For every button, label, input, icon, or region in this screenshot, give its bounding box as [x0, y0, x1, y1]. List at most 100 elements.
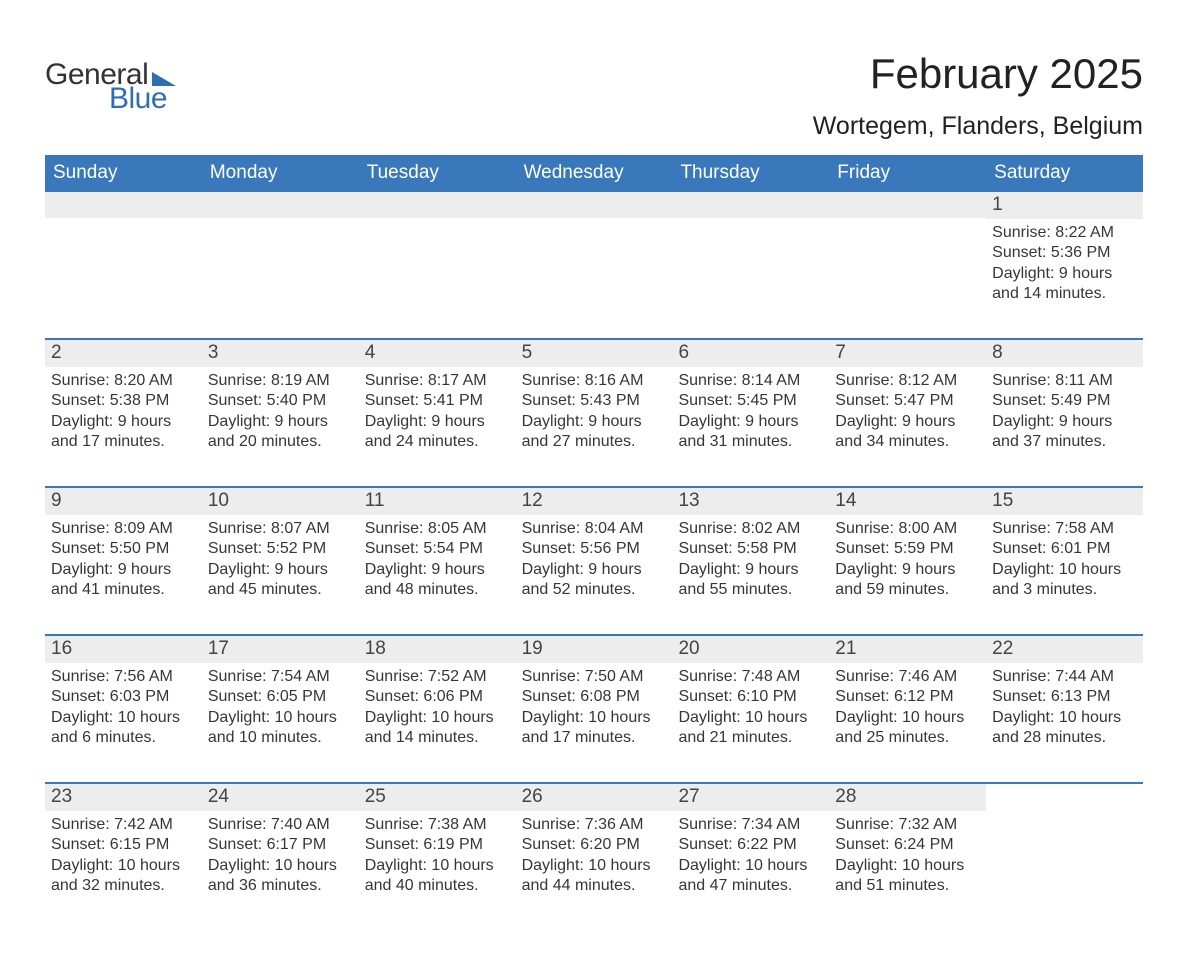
- sunrise-text: Sunrise: 7:40 AM: [208, 815, 353, 835]
- daylight-text: Daylight: 10 hours and 47 minutes.: [678, 856, 823, 897]
- daylight-text: Daylight: 9 hours and 45 minutes.: [208, 560, 353, 601]
- sunset-text: Sunset: 5:47 PM: [835, 391, 980, 411]
- sunset-text: Sunset: 5:49 PM: [992, 391, 1137, 411]
- calendar-day-cell: 3Sunrise: 8:19 AMSunset: 5:40 PMDaylight…: [202, 340, 359, 462]
- sunset-text: Sunset: 6:10 PM: [678, 687, 823, 707]
- day-details: Sunrise: 7:54 AMSunset: 6:05 PMDaylight:…: [202, 663, 359, 753]
- day-number: 28: [829, 784, 986, 811]
- calendar-day-cell: 21Sunrise: 7:46 AMSunset: 6:12 PMDayligh…: [829, 636, 986, 758]
- calendar-day-cell: 7Sunrise: 8:12 AMSunset: 5:47 PMDaylight…: [829, 340, 986, 462]
- daylight-text: Daylight: 9 hours and 14 minutes.: [992, 264, 1137, 305]
- daylight-text: Daylight: 10 hours and 6 minutes.: [51, 708, 196, 749]
- sunset-text: Sunset: 5:56 PM: [522, 539, 667, 559]
- daylight-text: Daylight: 10 hours and 51 minutes.: [835, 856, 980, 897]
- sunset-text: Sunset: 5:54 PM: [365, 539, 510, 559]
- day-details: Sunrise: 8:12 AMSunset: 5:47 PMDaylight:…: [829, 367, 986, 457]
- day-number: 20: [672, 636, 829, 663]
- day-details: Sunrise: 7:34 AMSunset: 6:22 PMDaylight:…: [672, 811, 829, 901]
- daylight-text: Daylight: 9 hours and 55 minutes.: [678, 560, 823, 601]
- day-number: 11: [359, 488, 516, 515]
- calendar-day-cell: [672, 192, 829, 314]
- title-block: February 2025 Wortegem, Flanders, Belgiu…: [813, 50, 1143, 141]
- brand-logo: General Blue: [45, 50, 176, 116]
- calendar-day-cell: 13 Sunrise: 8:02 AMSunset: 5:58 PMDayligh…: [672, 488, 829, 610]
- daylight-text: Daylight: 9 hours and 52 minutes.: [522, 560, 667, 601]
- sunset-text: Sunset: 5:40 PM: [208, 391, 353, 411]
- day-details: Sunrise: 8:14 AMSunset: 5:45 PMDaylight:…: [672, 367, 829, 457]
- day-number: 10: [202, 488, 359, 515]
- daylight-text: Daylight: 10 hours and 28 minutes.: [992, 708, 1137, 749]
- day-details: Sunrise: 7:42 AMSunset: 6:15 PMDaylight:…: [45, 811, 202, 901]
- calendar-day-cell: 12Sunrise: 8:04 AMSunset: 5:56 PMDayligh…: [516, 488, 673, 610]
- sunset-text: Sunset: 6:20 PM: [522, 835, 667, 855]
- calendar-day-cell: 4 Sunrise: 8:17 AMSunset: 5:41 PMDaylight…: [359, 340, 516, 462]
- calendar-day-cell: 9Sunrise: 8:09 AMSunset: 5:50 PMDaylight…: [45, 488, 202, 610]
- day-details: Sunrise: 7:46 AMSunset: 6:12 PMDaylight:…: [829, 663, 986, 753]
- location-subtitle: Wortegem, Flanders, Belgium: [813, 112, 1143, 141]
- empty-day-bar: [359, 192, 516, 218]
- calendar-day-cell: 2Sunrise: 8:20 AMSunset: 5:38 PMDaylight…: [45, 340, 202, 462]
- day-details: Sunrise: 7:32 AMSunset: 6:24 PMDaylight:…: [829, 811, 986, 901]
- calendar-day-cell: 25Sunrise: 7:38 AMSunset: 6:19 PMDayligh…: [359, 784, 516, 906]
- day-details: Sunrise: 7:48 AMSunset: 6:10 PMDaylight:…: [672, 663, 829, 753]
- calendar-day-cell: 20Sunrise: 7:48 AMSunset: 6:10 PMDayligh…: [672, 636, 829, 758]
- day-details: Sunrise: 8:07 AMSunset: 5:52 PMDaylight:…: [202, 515, 359, 605]
- calendar-day-cell: 26Sunrise: 7:36 AMSunset: 6:20 PMDayligh…: [516, 784, 673, 906]
- calendar-day-cell: 5Sunrise: 8:16 AMSunset: 5:43 PMDaylight…: [516, 340, 673, 462]
- calendar-day-cell: [986, 784, 1143, 906]
- daylight-text: Daylight: 9 hours and 17 minutes.: [51, 412, 196, 453]
- day-number: 26: [516, 784, 673, 811]
- day-number: 13: [672, 488, 829, 515]
- sunrise-text: Sunrise: 8:17 AM: [365, 371, 510, 391]
- calendar-day-cell: 10Sunrise: 8:07 AMSunset: 5:52 PMDayligh…: [202, 488, 359, 610]
- sunset-text: Sunset: 5:41 PM: [365, 391, 510, 411]
- sunrise-text: Sunrise: 7:32 AM: [835, 815, 980, 835]
- sunset-text: Sunset: 5:58 PM: [678, 539, 823, 559]
- dow-monday: Monday: [202, 155, 359, 192]
- sunset-text: Sunset: 6:22 PM: [678, 835, 823, 855]
- day-number: 4: [359, 340, 516, 367]
- sunrise-text: Sunrise: 7:36 AM: [522, 815, 667, 835]
- day-details: Sunrise: 8:16 AMSunset: 5:43 PMDaylight:…: [516, 367, 673, 457]
- calendar-week-row: 2Sunrise: 8:20 AMSunset: 5:38 PMDaylight…: [45, 338, 1143, 462]
- sunrise-text: Sunrise: 7:50 AM: [522, 667, 667, 687]
- dow-friday: Friday: [829, 155, 986, 192]
- day-number: 25: [359, 784, 516, 811]
- calendar-day-cell: 16Sunrise: 7:56 AMSunset: 6:03 PMDayligh…: [45, 636, 202, 758]
- sunrise-text: Sunrise: 8:02 AM: [678, 519, 823, 539]
- dow-thursday: Thursday: [672, 155, 829, 192]
- daylight-text: Daylight: 10 hours and 21 minutes.: [678, 708, 823, 749]
- day-number: 8: [986, 340, 1143, 367]
- day-number: 27: [672, 784, 829, 811]
- daylight-text: Daylight: 10 hours and 17 minutes.: [522, 708, 667, 749]
- sunset-text: Sunset: 6:15 PM: [51, 835, 196, 855]
- day-details: Sunrise: 7:36 AMSunset: 6:20 PMDaylight:…: [516, 811, 673, 901]
- calendar-day-cell: 23Sunrise: 7:42 AMSunset: 6:15 PMDayligh…: [45, 784, 202, 906]
- sunrise-text: Sunrise: 8:00 AM: [835, 519, 980, 539]
- day-details: Sunrise: 7:44 AMSunset: 6:13 PMDaylight:…: [986, 663, 1143, 753]
- sunset-text: Sunset: 6:13 PM: [992, 687, 1137, 707]
- calendar-grid: Sunday Monday Tuesday Wednesday Thursday…: [45, 155, 1143, 906]
- daylight-text: Daylight: 9 hours and 20 minutes.: [208, 412, 353, 453]
- sunset-text: Sunset: 5:36 PM: [992, 243, 1137, 263]
- dow-sunday: Sunday: [45, 155, 202, 192]
- day-number: 22: [986, 636, 1143, 663]
- day-details: Sunrise: 8:22 AMSunset: 5:36 PMDaylight:…: [986, 219, 1143, 309]
- brand-triangle-icon: [152, 72, 176, 86]
- daylight-text: Daylight: 9 hours and 24 minutes.: [365, 412, 510, 453]
- day-number: 3: [202, 340, 359, 367]
- calendar-day-cell: 22Sunrise: 7:44 AMSunset: 6:13 PMDayligh…: [986, 636, 1143, 758]
- sunset-text: Sunset: 6:17 PM: [208, 835, 353, 855]
- daylight-text: Daylight: 9 hours and 37 minutes.: [992, 412, 1137, 453]
- calendar-day-cell: 18Sunrise: 7:52 AMSunset: 6:06 PMDayligh…: [359, 636, 516, 758]
- empty-day-bar: [672, 192, 829, 218]
- dow-tuesday: Tuesday: [359, 155, 516, 192]
- calendar-day-cell: 15Sunrise: 7:58 AMSunset: 6:01 PMDayligh…: [986, 488, 1143, 610]
- sunrise-text: Sunrise: 8:20 AM: [51, 371, 196, 391]
- day-details: Sunrise: 7:38 AMSunset: 6:19 PMDaylight:…: [359, 811, 516, 901]
- calendar-day-cell: 11Sunrise: 8:05 AMSunset: 5:54 PMDayligh…: [359, 488, 516, 610]
- sunset-text: Sunset: 6:03 PM: [51, 687, 196, 707]
- calendar-week-row: 1Sunrise: 8:22 AMSunset: 5:36 PMDaylight…: [45, 192, 1143, 314]
- empty-day-bar: [202, 192, 359, 218]
- sunset-text: Sunset: 6:08 PM: [522, 687, 667, 707]
